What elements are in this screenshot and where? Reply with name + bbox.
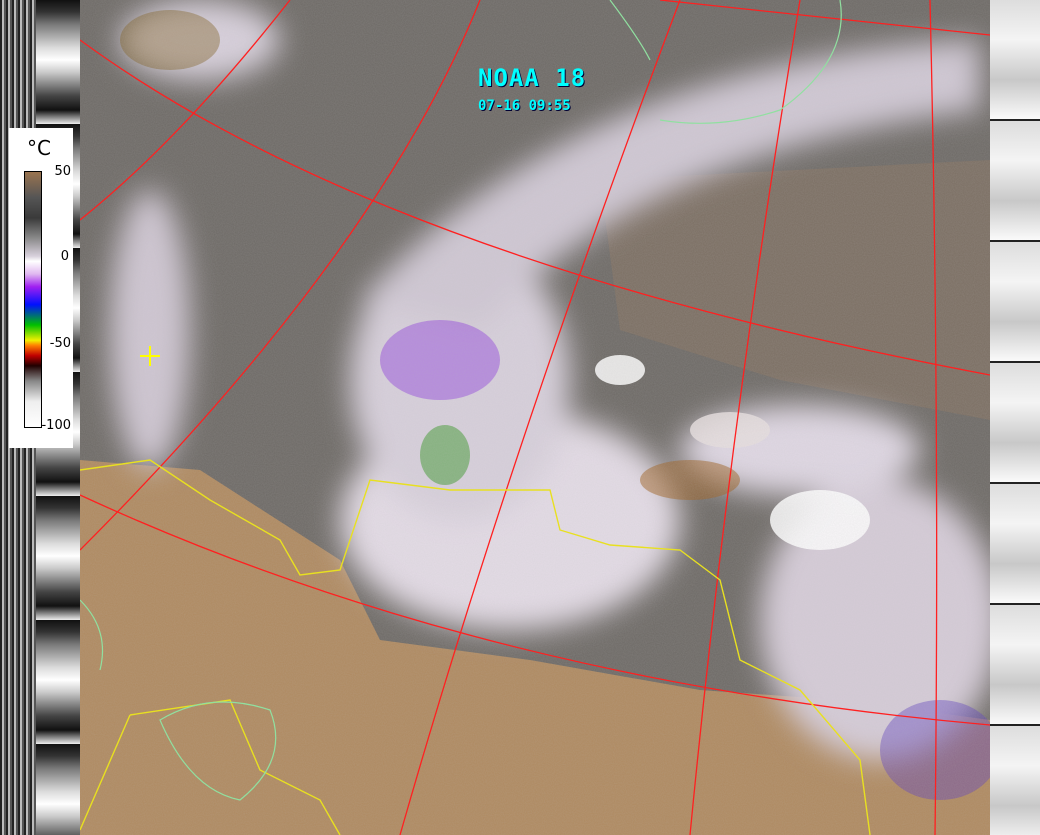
- latlon-grid: [80, 0, 990, 835]
- legend-unit: °C: [27, 136, 51, 160]
- satellite-name: NOAA 18: [478, 64, 587, 92]
- legend-color-bar: [24, 171, 42, 428]
- legend-tick: 0: [60, 249, 69, 264]
- legend-tick: -100: [41, 418, 71, 433]
- temperature-legend: °C 50 0 -50 -100: [9, 128, 73, 448]
- coastlines: [80, 0, 842, 801]
- capture-timestamp: 07-16 09:55: [478, 98, 571, 114]
- legend-tick: -50: [49, 336, 71, 351]
- satellite-image[interactable]: [80, 0, 990, 835]
- telemetry-strip-right: [990, 0, 1040, 835]
- legend-tick: 50: [54, 164, 71, 179]
- position-marker-icon: [140, 346, 160, 366]
